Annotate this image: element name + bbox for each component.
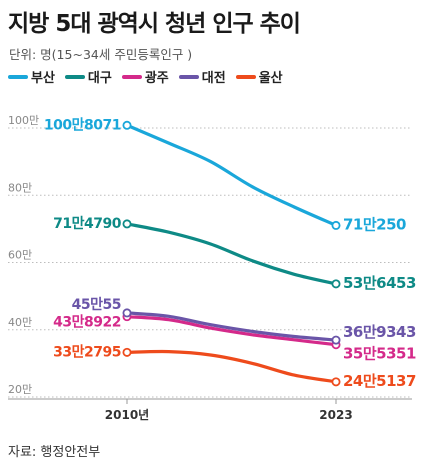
series-line <box>125 315 338 347</box>
x-tick-label: 2010년 <box>105 408 149 422</box>
legend-swatch <box>8 74 28 79</box>
series-line <box>125 222 338 286</box>
series-point <box>331 335 341 345</box>
series-point <box>122 308 132 318</box>
legend-label: 울산 <box>258 71 283 86</box>
series-point <box>122 347 132 357</box>
data-label-start: 33만2795 <box>53 344 121 360</box>
series-line <box>125 123 338 227</box>
legend-swatch <box>64 74 85 79</box>
y-tick-label: 100만 <box>8 114 39 127</box>
legend-label: 대구 <box>87 71 112 86</box>
unit-note: 단위: 명(15~34세 주민등록인구 ) <box>9 47 193 62</box>
source-note: 자료: 행정안전부 <box>8 445 101 460</box>
legend-item: 울산 <box>235 67 283 86</box>
data-label-start: 43만8922 <box>53 315 121 331</box>
data-label-start: 100만8071 <box>44 117 121 133</box>
data-label-end: 35만5351 <box>343 345 416 363</box>
legend-label: 대전 <box>201 71 226 86</box>
series-point <box>331 377 341 387</box>
y-tick-label: 60만 <box>8 249 32 262</box>
legend: 부산 대구 광주 대전 울산 <box>8 67 283 86</box>
legend-swatch <box>121 74 142 79</box>
legend-label: 부산 <box>31 71 55 86</box>
legend-item: 대전 <box>178 67 226 86</box>
data-label-start: 71만4790 <box>53 216 122 232</box>
legend-swatch <box>178 74 199 79</box>
series-line <box>125 349 338 384</box>
data-label-start: 45만55 <box>72 297 121 313</box>
data-label-end: 36만9343 <box>343 323 416 341</box>
legend-item: 광주 <box>121 67 169 86</box>
data-label-end: 53만6453 <box>343 274 416 292</box>
legend-label: 광주 <box>144 71 169 86</box>
chart-title: 지방 5대 광역시 청년 인구 추이 <box>8 11 301 37</box>
series-point <box>122 120 132 130</box>
y-tick-label: 80만 <box>8 181 32 194</box>
data-label-end: 71만250 <box>343 215 406 233</box>
series-point <box>122 219 132 229</box>
x-tick-label: 2023 <box>319 408 352 422</box>
series-point <box>331 279 341 289</box>
y-tick-label: 20만 <box>8 383 32 396</box>
series-point <box>331 220 341 230</box>
series-line <box>125 311 338 342</box>
legend-item: 대구 <box>64 67 112 86</box>
legend-swatch <box>235 74 256 79</box>
legend-item: 부산 <box>8 67 55 86</box>
data-label-end: 24만5137 <box>343 372 416 390</box>
y-tick-label: 40만 <box>8 316 32 329</box>
